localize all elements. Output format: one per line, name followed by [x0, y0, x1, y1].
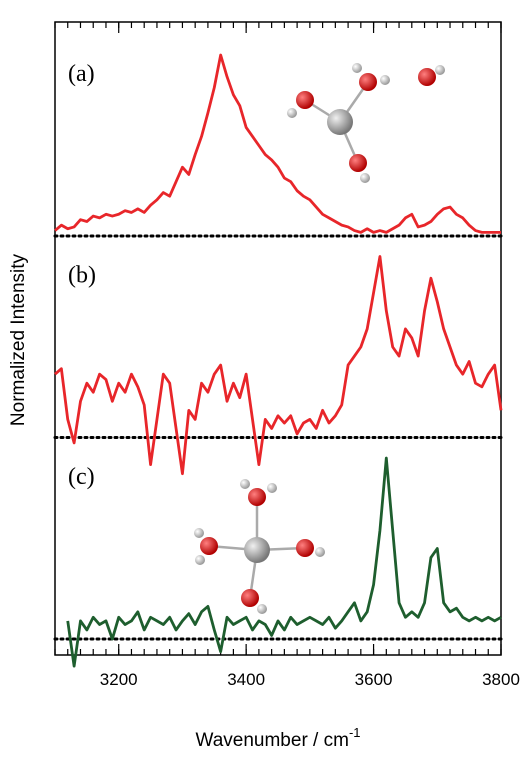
- x-tick-label: 3200: [100, 670, 138, 689]
- x-axis-label-text: Wavenumber / cm: [195, 730, 348, 751]
- x-tick-label: 3600: [355, 670, 393, 689]
- chart: Normalized Intensity Wavenumber / cm-1 3…: [0, 0, 531, 765]
- spectrum-line: [68, 458, 501, 666]
- x-axis-label-sup: -1: [349, 725, 361, 740]
- molecule-a: [287, 63, 445, 183]
- x-axis-label: Wavenumber / cm-1: [195, 725, 360, 751]
- panel-label: (a): [68, 61, 95, 87]
- molecule-c: [194, 479, 325, 614]
- plot-frame: [55, 22, 501, 655]
- panel-label: (b): [68, 263, 96, 289]
- y-axis-label: Normalized Intensity: [8, 253, 29, 426]
- x-tick-label: 3400: [227, 670, 265, 689]
- x-tick-label: 3800: [482, 670, 520, 689]
- spectrum-line: [55, 257, 501, 474]
- panel-label: (c): [68, 464, 95, 490]
